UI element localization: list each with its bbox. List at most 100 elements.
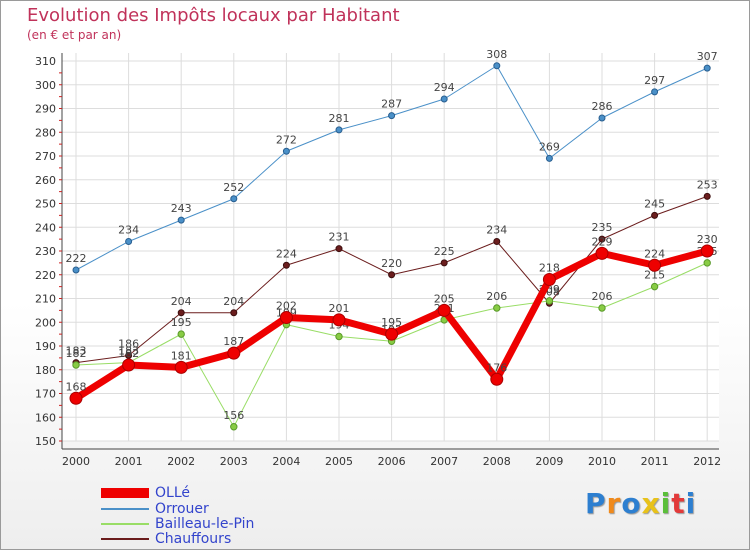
data-point-oll [69,391,83,405]
logo-letter: i [660,487,672,520]
data-point-bailleau-le-pin [72,361,80,369]
data-label-bailleau-le-pin: 195 [171,316,192,329]
data-label-chauffours: 204 [223,295,244,308]
data-label-oll: 195 [381,316,402,329]
y-tick-label-260: 260 [35,174,56,187]
data-point-orrouer [230,195,238,203]
chart-title: Evolution des Impôts locaux par Habitant [27,5,400,26]
legend-swatch-orrouer [101,508,149,510]
data-label-orrouer: 269 [539,140,560,153]
logo-letter: i [685,487,697,520]
data-point-chauffours [230,309,238,317]
data-point-chauffours [388,271,396,279]
data-point-oll [279,311,293,324]
logo-letter: t [671,487,686,520]
data-label-chauffours: 183 [66,345,87,358]
x-tick-label-2001: 2001 [115,455,143,468]
x-tick-label-2008: 2008 [483,455,511,468]
data-point-oll [437,303,451,317]
legend-label-olle: OLLé [155,485,190,501]
x-tick-label-2006: 2006 [378,455,406,468]
logo-letter: x [641,487,661,520]
data-point-orrouer [493,62,501,70]
data-label-oll: 168 [66,380,87,393]
data-point-chauffours [282,261,290,269]
data-label-oll: 202 [276,300,297,313]
data-label-bailleau-le-pin: 182 [66,347,87,360]
x-tick-label-2005: 2005 [325,455,353,468]
data-point-chauffours [335,245,343,253]
data-point-oll [490,372,504,386]
data-point-bailleau-le-pin [650,282,659,291]
data-label-chauffours: 224 [276,247,297,260]
proxiti-logo: Proxiti [585,487,696,520]
y-tick-label-270: 270 [35,150,56,163]
y-tick-label-170: 170 [35,388,56,401]
data-point-orrouer [703,64,711,72]
data-point-bailleau-le-pin [493,304,501,312]
y-tick-label-290: 290 [35,103,56,116]
data-point-oll [542,273,556,286]
legend-label-orrouer: Orrouer [155,501,209,517]
data-point-chauffours [598,235,606,243]
x-tick-label-2004: 2004 [272,455,300,468]
logo-letter: P [585,487,607,520]
data-point-bailleau-le-pin [545,297,554,305]
data-point-orrouer [651,88,659,96]
legend-swatch-bailleau-le-pin [101,523,149,525]
data-label-oll: 224 [644,247,665,260]
data-point-chauffours [440,259,448,267]
data-label-orrouer: 281 [329,112,350,125]
data-label-bailleau-le-pin: 206 [486,290,507,303]
data-label-orrouer: 252 [223,181,244,194]
data-point-orrouer [440,95,448,103]
data-label-orrouer: 294 [434,81,455,94]
y-tick-label-310: 310 [35,55,56,68]
data-label-oll: 187 [223,335,244,348]
data-label-orrouer: 307 [697,50,718,63]
data-point-oll [332,313,346,327]
data-label-chauffours: 186 [118,338,139,351]
data-label-chauffours: 220 [381,257,402,270]
data-label-chauffours: 234 [486,224,507,237]
data-point-orrouer [388,112,396,120]
data-label-orrouer: 287 [381,98,402,111]
data-label-chauffours: 231 [329,231,350,244]
data-label-bailleau-le-pin: 206 [592,290,613,303]
data-point-oll [385,327,399,341]
data-point-bailleau-le-pin [177,330,185,338]
data-label-oll: 182 [118,347,139,360]
x-tick-label-2012: 2012 [693,455,721,468]
data-label-bailleau-le-pin: 156 [223,409,244,422]
y-tick-label-240: 240 [35,221,56,234]
data-label-chauffours: 204 [171,295,192,308]
x-tick-label-2003: 2003 [220,455,248,468]
y-tick-label-250: 250 [35,198,56,211]
data-point-chauffours [651,211,659,219]
legend-swatch-olle [101,488,149,498]
data-point-orrouer [72,266,80,274]
data-point-bailleau-le-pin [598,304,606,312]
data-label-orrouer: 308 [486,48,507,61]
data-label-orrouer: 272 [276,133,297,146]
data-label-oll: 229 [592,235,613,248]
data-point-bailleau-le-pin [335,332,343,341]
data-label-orrouer: 234 [118,224,139,237]
y-tick-label-210: 210 [35,293,56,306]
data-label-orrouer: 297 [644,74,665,87]
data-point-oll [122,358,136,372]
logo-letter: r [606,487,622,520]
y-tick-label-220: 220 [35,269,56,282]
data-label-chauffours: 253 [697,178,718,191]
data-point-chauffours [493,238,501,245]
data-point-bailleau-le-pin [230,423,238,431]
y-tick-label-230: 230 [35,245,56,258]
data-label-orrouer: 222 [66,252,87,265]
data-point-chauffours [703,192,711,200]
data-point-bailleau-le-pin [703,259,711,267]
x-tick-label-2002: 2002 [167,455,195,468]
data-label-chauffours: 245 [644,197,665,210]
data-label-orrouer: 286 [592,100,613,113]
